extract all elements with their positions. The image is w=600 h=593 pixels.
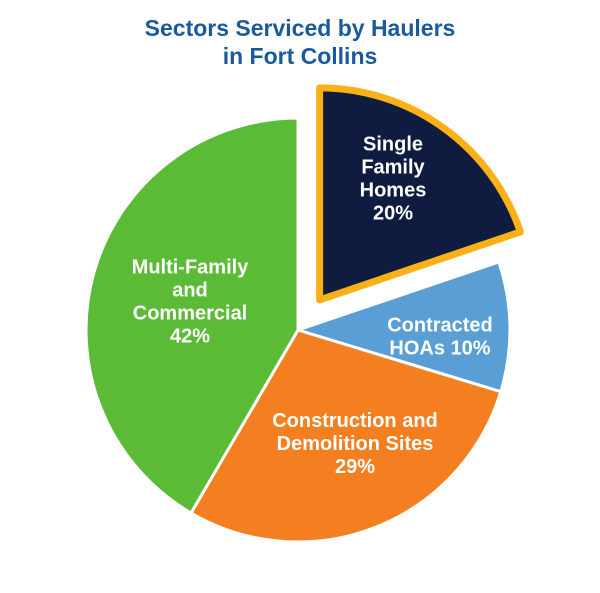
pie-slice-multi-family-commercial	[84, 116, 300, 515]
slice-label-multi-family-commercial: Multi-Family and Commercial 42%	[132, 257, 250, 348]
slice-label-construction-demolition-sites: Construction and Demolition Sites 29%	[272, 410, 438, 478]
slice-label-single-family-homes: Single Family Homes 20%	[360, 134, 427, 225]
pie-slice-single-family-homes	[316, 84, 524, 304]
chart-title-line-2: in Fort Collins	[222, 43, 378, 69]
slice-label-contracted-hoas: Contracted HOAs 10%	[387, 315, 493, 360]
chart-title-line-1: Sectors Serviced by Haulers	[144, 15, 456, 41]
chart-title: Sectors Serviced by Haulers in Fort Colli…	[0, 14, 600, 70]
pie-slice-contracted-hoas	[296, 260, 512, 394]
